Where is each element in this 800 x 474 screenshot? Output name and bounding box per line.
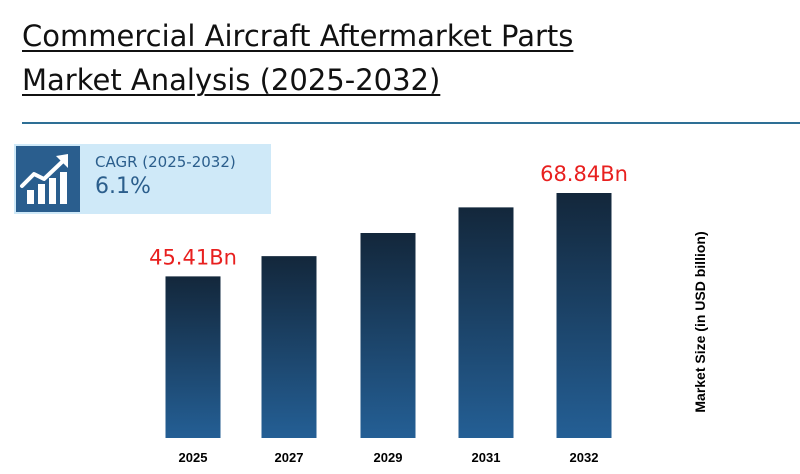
cagr-value: 6.1% [95, 174, 151, 199]
x-tick-label: 2025 [179, 450, 208, 465]
x-tick-label: 2031 [472, 450, 501, 465]
data-label: 45.41Bn [149, 245, 237, 269]
title-line-1: Commercial Aircraft Aftermarket Parts [22, 19, 574, 53]
y-axis-label: Market Size (in USD billion) [692, 231, 708, 413]
x-tick-label: 2032 [570, 450, 599, 465]
data-label: 68.84Bn [540, 162, 628, 186]
title-line-2: Market Analysis (2025-2032) [22, 63, 441, 97]
bar-2032 [556, 193, 612, 438]
bar-2027 [261, 256, 317, 438]
x-tick-label: 2027 [275, 450, 304, 465]
x-tick-label: 2029 [374, 450, 403, 465]
bar-2029 [360, 233, 416, 438]
cagr-label: CAGR (2025-2032) [95, 153, 236, 171]
bar-2031 [458, 207, 514, 438]
page-title: Commercial Aircraft Aftermarket Parts Ma… [22, 14, 573, 102]
cagr-box: CAGR (2025-2032) 6.1% [14, 144, 271, 214]
bar-2025 [165, 276, 221, 438]
title-divider [22, 122, 800, 124]
growth-chart-icon [16, 146, 80, 212]
